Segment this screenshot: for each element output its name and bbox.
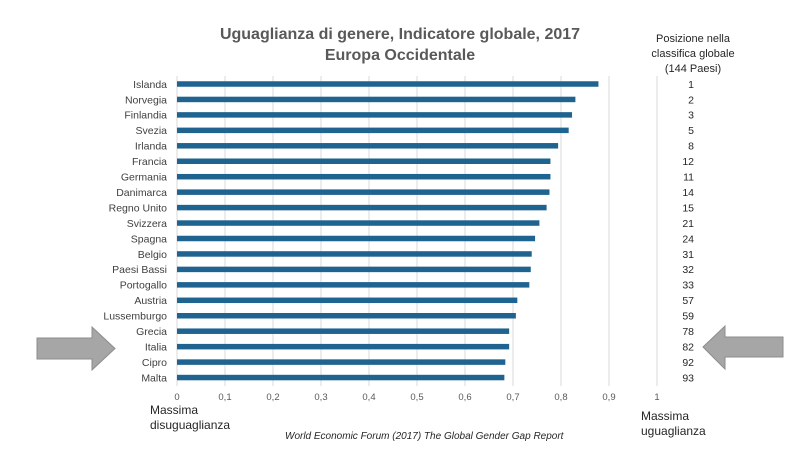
rank-header-line: (144 Paesi) <box>664 63 722 75</box>
rank-label: 59 <box>682 311 694 323</box>
x-tick-label: 0,2 <box>266 392 279 403</box>
chart-title: Uguaglianza di genere, Indicatore global… <box>219 26 581 43</box>
rank-label: 11 <box>683 172 694 184</box>
rank-label: 14 <box>682 187 694 199</box>
x-label-right-line: uguaglianza <box>641 424 706 438</box>
category-label: Portogallo <box>120 280 167 292</box>
right-arrow-icon <box>36 325 116 372</box>
rank-label: 24 <box>682 233 694 245</box>
category-label: Islanda <box>133 79 167 91</box>
bar <box>177 158 551 164</box>
category-label: Paesi Bassi <box>112 264 167 276</box>
category-label: Italia <box>145 341 167 353</box>
source-note: World Economic Forum (2017) The Global G… <box>285 431 564 442</box>
chart-subtitle: Europa Occidentale <box>324 47 476 64</box>
rank-header: Posizione nella classifica globale (144 … <box>628 32 758 77</box>
rank-label: 21 <box>682 218 694 230</box>
bar <box>177 204 547 211</box>
category-label: Norvegia <box>125 94 167 106</box>
rank-label: 92 <box>682 357 694 369</box>
bar <box>177 343 510 350</box>
category-label: Svezia <box>135 125 167 137</box>
category-label: Grecia <box>136 326 167 338</box>
rank-label: 12 <box>682 156 694 168</box>
category-label: Danimarca <box>116 187 167 199</box>
bar <box>177 189 550 195</box>
category-label: Regno Unito <box>109 202 168 214</box>
bar <box>177 81 599 87</box>
bar <box>177 359 506 365</box>
bars-layer <box>177 81 599 381</box>
rank-label: 2 <box>688 94 694 106</box>
rank-label: 82 <box>682 341 694 353</box>
rank-label: 57 <box>682 295 694 307</box>
x-label-left-line: Massima <box>150 403 199 417</box>
bar <box>177 266 531 273</box>
x-label-left: Massima disuguaglianza <box>150 403 230 433</box>
bar <box>177 297 518 304</box>
left-arrow-icon <box>702 324 784 371</box>
rank-label: 93 <box>682 372 694 384</box>
x-tick-label: 0,8 <box>554 392 567 403</box>
category-label: Cipro <box>142 357 167 369</box>
rank-label: 1 <box>688 79 694 91</box>
x-tick-label: 0,7 <box>506 392 519 403</box>
rank-label: 31 <box>682 249 694 261</box>
category-label: Francia <box>132 156 167 168</box>
x-tick-label: 0,6 <box>458 392 471 403</box>
category-labels: Islanda Norvegia Finlandia Svezia Irlanda Fra… <box>103 79 167 385</box>
category-label: Svizzera <box>127 218 167 230</box>
category-label: Lussemburgo <box>103 311 167 323</box>
rank-label: 5 <box>688 125 694 137</box>
x-label-right: Massima uguaglianza <box>641 409 706 439</box>
x-tick-label: 0,5 <box>410 392 423 403</box>
rank-label: 3 <box>688 110 694 122</box>
bar <box>177 220 540 226</box>
bar <box>177 112 573 118</box>
category-label: Malta <box>141 372 167 384</box>
x-tick-labels: 0 0,1 0,2 0,3 0,4 0,5 0,6 0,7 0,8 0,9 1 <box>174 392 659 403</box>
category-label: Irlanda <box>135 141 167 153</box>
x-tick-label: 1 <box>654 392 659 403</box>
grid-layer <box>176 76 658 386</box>
rank-label: 32 <box>682 264 694 276</box>
rank-header-line: Posizione nella <box>656 33 730 45</box>
bar <box>177 251 532 257</box>
x-tick-label: 0,3 <box>314 392 327 403</box>
category-label: Austria <box>134 295 167 307</box>
x-tick-label: 0 <box>174 392 179 403</box>
x-label-left-line: disuguaglianza <box>150 418 231 432</box>
rank-label: 15 <box>682 202 694 214</box>
bar <box>177 374 505 381</box>
category-label: Germania <box>121 172 167 184</box>
bar <box>177 313 516 319</box>
category-label: Finlandia <box>124 110 167 122</box>
category-label: Belgio <box>138 249 167 261</box>
rank-label: 8 <box>688 141 694 153</box>
bar <box>177 173 551 180</box>
x-tick-label: 0,4 <box>362 392 375 403</box>
bar <box>177 127 569 134</box>
bar <box>177 282 530 288</box>
rank-label: 78 <box>682 326 694 338</box>
rank-label: 33 <box>682 280 694 292</box>
x-tick-label: 0,1 <box>218 392 231 403</box>
bar <box>177 235 536 242</box>
bar <box>177 96 576 103</box>
x-tick-label: 0,9 <box>602 392 615 403</box>
x-label-right-line: Massima <box>641 409 690 423</box>
category-label: Spagna <box>131 233 167 245</box>
rank-header-line: classifica globale <box>651 48 735 60</box>
bar <box>177 328 510 334</box>
bar <box>177 143 559 149</box>
